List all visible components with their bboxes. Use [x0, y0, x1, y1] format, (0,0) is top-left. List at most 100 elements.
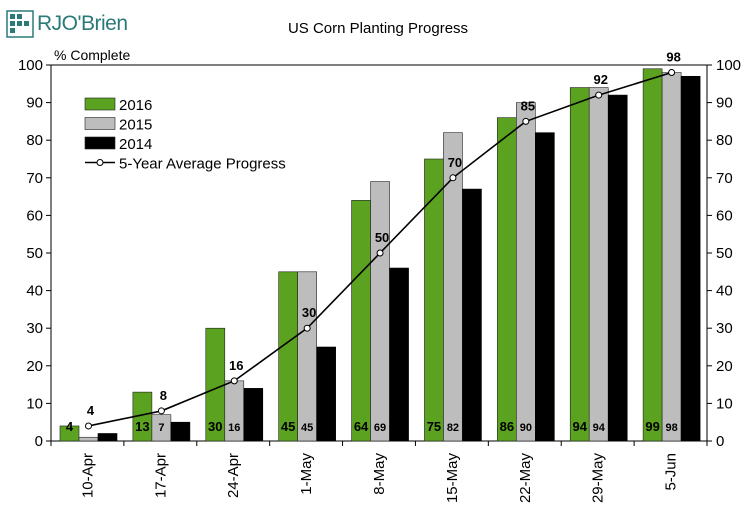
bar-label-2015-22-May: 90 — [520, 422, 532, 434]
y-tick-label-right: 30 — [716, 320, 733, 337]
logo-mark-icon — [6, 10, 34, 38]
bar-label-2015-5-Jun: 98 — [665, 422, 677, 434]
x-tick-label-24-Apr: 24-Apr — [225, 453, 242, 498]
bar-2014-1-May — [316, 346, 336, 442]
bar-2014-22-May — [535, 132, 555, 442]
bar-2015-1-May — [297, 271, 317, 442]
y-tick-label-right: 10 — [716, 395, 733, 412]
bar-label-2015-15-May: 82 — [447, 422, 459, 434]
x-tick-label-8-May: 8-May — [371, 453, 388, 495]
avg-marker-15-May — [449, 174, 457, 182]
x-tick-label-1-May: 1-May — [298, 453, 315, 495]
bar-2015-5-Jun — [661, 72, 682, 442]
avg-label-17-Apr: 8 — [160, 388, 167, 403]
y-tick-label-right: 0 — [716, 433, 724, 450]
avg-label-10-Apr: 4 — [87, 403, 95, 418]
brand-logo: RJO'Brien — [6, 10, 128, 38]
legend-label-2016: 2016 — [119, 97, 152, 114]
bar-2014-10-Apr — [97, 433, 118, 442]
y-tick-label-right: 100 — [716, 57, 741, 74]
bar-label-2016-8-May: 64 — [354, 419, 369, 434]
avg-marker-17-Apr — [157, 407, 165, 415]
bar-2014-29-May — [607, 94, 628, 442]
y-tick-label-right: 40 — [716, 283, 733, 300]
avg-label-22-May: 85 — [521, 98, 535, 113]
legend-label-5-Year Average Progress: 5-Year Average Progress — [119, 156, 286, 173]
y-tick-label-left: 10 — [26, 395, 43, 412]
avg-label-24-Apr: 16 — [229, 358, 243, 373]
x-tick-label-29-May: 29-May — [590, 453, 607, 504]
legend-label-2015: 2015 — [119, 117, 152, 134]
bar-label-2015-17-Apr: 7 — [158, 422, 164, 434]
bar-label-2016-15-May: 75 — [427, 419, 441, 434]
brand-name: RJO'Brien — [37, 12, 128, 35]
legend-swatch-2016 — [84, 97, 116, 111]
legend-line-marker — [96, 159, 104, 166]
bar-2014-5-Jun — [680, 75, 701, 442]
chart-title: US Corn Planting Progress — [287, 20, 469, 37]
bar-label-2016-17-Apr: 13 — [135, 419, 149, 434]
avg-label-8-May: 50 — [375, 230, 389, 245]
avg-label-15-May: 70 — [448, 155, 462, 170]
bar-label-2016-1-May: 45 — [281, 419, 295, 434]
bar-2016-15-May — [424, 158, 444, 442]
legend-label-2014: 2014 — [119, 136, 152, 153]
bar-label-2016-5-Jun: 99 — [645, 419, 659, 434]
y-tick-label-right: 50 — [716, 245, 733, 262]
bar-2015-8-May — [370, 181, 390, 442]
bar-label-2016-24-Apr: 30 — [208, 419, 222, 434]
bar-2014-15-May — [462, 188, 482, 442]
bar-2016-10-Apr — [59, 425, 80, 442]
y-tick-label-left: 20 — [26, 358, 43, 375]
y-tick-label-right: 60 — [716, 207, 733, 224]
y-tick-label-left: 50 — [26, 245, 43, 262]
bar-label-2015-29-May: 94 — [593, 422, 606, 434]
avg-marker-1-May — [303, 324, 311, 332]
x-tick-label-5-Jun: 5-Jun — [663, 453, 680, 491]
avg-marker-24-Apr — [230, 377, 238, 385]
bar-2015-22-May — [516, 102, 536, 442]
avg-label-5-Jun: 98 — [666, 50, 680, 65]
bar-2016-1-May — [278, 271, 298, 442]
bar-label-2015-8-May: 69 — [374, 422, 386, 434]
avg-marker-10-Apr — [85, 422, 92, 430]
bar-2015-29-May — [588, 87, 609, 442]
y-tick-label-left: 40 — [26, 283, 43, 300]
legend-swatch-2015 — [84, 117, 116, 130]
y-tick-label-left: 30 — [26, 320, 43, 337]
y-tick-label-left: 0 — [35, 433, 43, 450]
y-tick-label-right: 90 — [716, 95, 733, 112]
avg-marker-29-May — [595, 91, 603, 99]
y-tick-label-left: 70 — [26, 170, 43, 187]
bar-2016-5-Jun — [642, 68, 663, 442]
bar-label-2015-24-Apr: 16 — [228, 422, 240, 434]
x-tick-label-17-Apr: 17-Apr — [152, 453, 169, 498]
y-tick-label-right: 20 — [716, 358, 733, 375]
avg-label-29-May: 92 — [593, 72, 607, 87]
x-tick-label-15-May: 15-May — [444, 453, 461, 504]
avg-label-1-May: 30 — [302, 305, 316, 320]
y-tick-label-left: 80 — [26, 132, 43, 149]
y-tick-label-right: 70 — [716, 170, 733, 187]
y-tick-label-right: 80 — [716, 132, 733, 149]
bar-2016-22-May — [497, 117, 517, 442]
bar-2015-10-Apr — [78, 436, 99, 442]
bar-2016-8-May — [351, 200, 371, 442]
bar-label-2016-10-Apr: 4 — [66, 419, 74, 434]
bar-label-2016-22-May: 86 — [500, 419, 514, 434]
bar-2014-17-Apr — [170, 421, 191, 442]
y-axis-label: % Complete — [54, 47, 131, 63]
x-tick-label-10-Apr: 10-Apr — [79, 453, 96, 498]
bar-2014-8-May — [389, 267, 409, 442]
x-tick-label-22-May: 22-May — [517, 453, 534, 504]
y-tick-label-left: 100 — [18, 57, 43, 74]
bar-label-2016-29-May: 94 — [572, 419, 587, 434]
y-tick-label-left: 60 — [26, 207, 43, 224]
y-tick-label-left: 90 — [26, 95, 43, 112]
legend-swatch-2014 — [84, 136, 116, 150]
bar-label-2015-1-May: 45 — [301, 422, 313, 434]
avg-marker-8-May — [376, 249, 384, 257]
bar-2016-29-May — [569, 87, 590, 442]
bar-2014-24-Apr — [243, 388, 264, 442]
